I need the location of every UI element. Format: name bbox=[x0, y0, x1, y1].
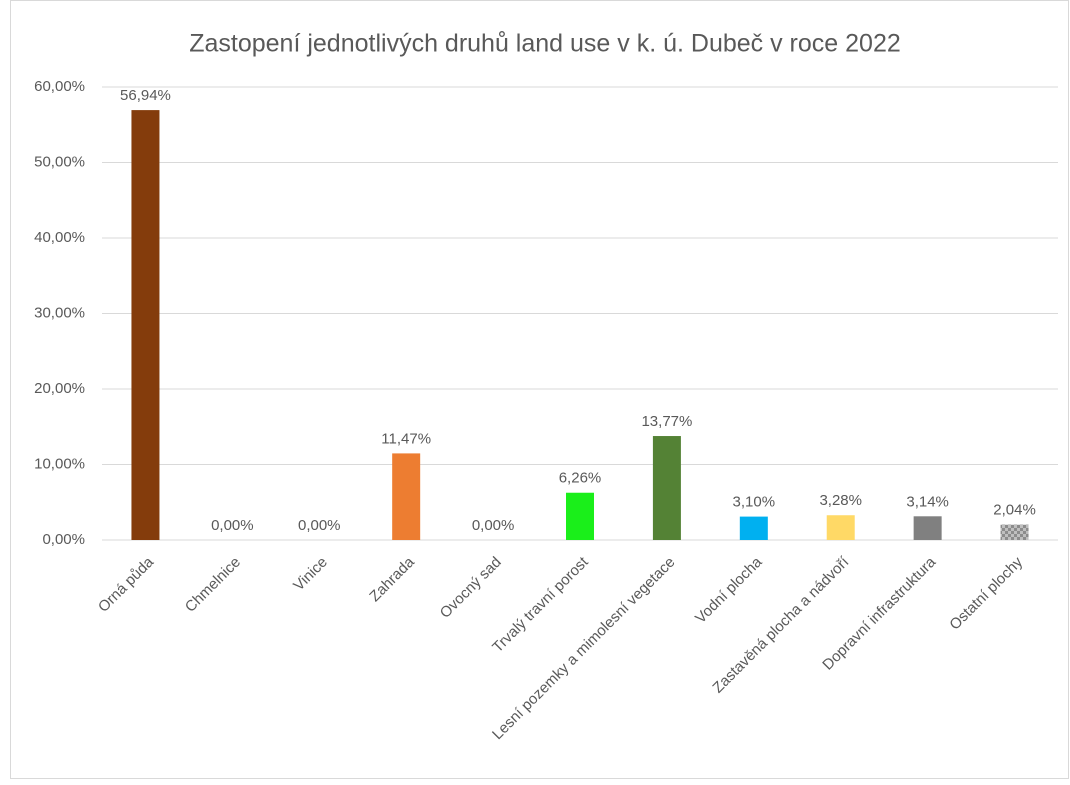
chart-title: Zastopení jednotlivých druhů land use v … bbox=[189, 30, 901, 58]
bar bbox=[1000, 524, 1029, 540]
data-label: 6,26% bbox=[559, 470, 602, 487]
data-label: 56,94% bbox=[120, 87, 171, 104]
data-label: 11,47% bbox=[381, 430, 431, 447]
data-label: 3,14% bbox=[906, 493, 949, 510]
y-tick-label: 20,00% bbox=[34, 380, 85, 397]
bar bbox=[739, 516, 768, 540]
data-label: 13,77% bbox=[641, 413, 692, 430]
y-tick-label: 0,00% bbox=[42, 531, 85, 548]
data-label: 0,00% bbox=[211, 517, 254, 534]
data-label: 0,00% bbox=[472, 517, 515, 534]
y-tick-label: 10,00% bbox=[34, 455, 85, 472]
data-label: 3,28% bbox=[819, 492, 862, 509]
bar bbox=[826, 515, 855, 540]
bar bbox=[913, 516, 942, 540]
data-label: 0,00% bbox=[298, 517, 341, 534]
bar bbox=[392, 453, 421, 540]
bar bbox=[131, 110, 160, 540]
bar bbox=[566, 492, 594, 540]
data-label: 3,10% bbox=[733, 494, 776, 511]
y-tick-label: 40,00% bbox=[34, 229, 85, 246]
y-tick-label: 60,00% bbox=[34, 78, 85, 95]
y-tick-label: 30,00% bbox=[34, 304, 85, 321]
data-label: 2,04% bbox=[993, 502, 1036, 519]
bar bbox=[652, 436, 681, 540]
y-tick-label: 50,00% bbox=[34, 153, 85, 170]
